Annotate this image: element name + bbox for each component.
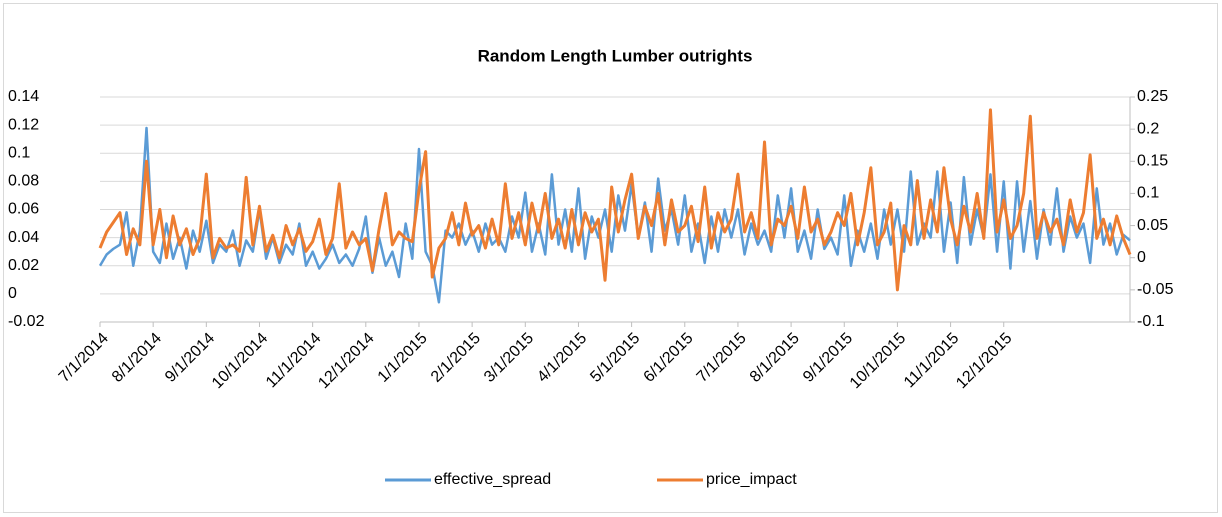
y-tick-label: 0.02 [8, 257, 39, 274]
y-tick-label: -0.02 [8, 313, 45, 330]
y-tick-label: 0.12 [8, 116, 39, 133]
chart-title: Random Length Lumber outrights [478, 46, 753, 65]
legend-label: effective_spread [434, 471, 551, 488]
legend-label: price_impact [706, 471, 797, 488]
y-tick-label: 0.06 [8, 201, 39, 218]
y2-tick-label: 0.2 [1137, 120, 1159, 137]
y2-tick-label: 0.15 [1137, 153, 1168, 170]
y-tick-label: 0.04 [8, 229, 39, 246]
y2-tick-label: -0.05 [1137, 281, 1174, 298]
y-tick-label: 0 [8, 285, 17, 302]
chart-border [3, 3, 1218, 513]
y2-tick-label: 0 [1137, 249, 1146, 266]
y2-tick-label: -0.1 [1137, 313, 1165, 330]
y-tick-label: 0.14 [8, 88, 39, 105]
y2-tick-label: 0.1 [1137, 185, 1159, 202]
y-tick-label: 0.08 [8, 173, 39, 190]
y-tick-label: 0.1 [8, 144, 30, 161]
series-line [98, 108, 1132, 292]
y2-tick-label: 0.25 [1137, 88, 1168, 105]
y2-tick-label: 0.05 [1137, 217, 1168, 234]
